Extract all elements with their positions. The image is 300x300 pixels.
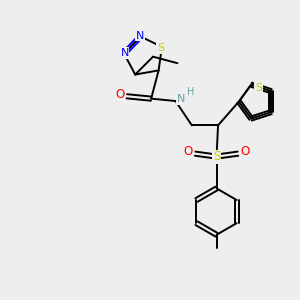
Text: O: O (241, 145, 250, 158)
Text: N: N (120, 48, 129, 58)
Text: N: N (177, 94, 185, 104)
Text: N: N (136, 31, 144, 41)
Text: S: S (213, 150, 220, 163)
Text: H: H (187, 87, 195, 97)
Text: S: S (157, 44, 164, 53)
Text: S: S (255, 82, 262, 93)
Text: O: O (116, 88, 125, 101)
Text: O: O (183, 145, 192, 158)
